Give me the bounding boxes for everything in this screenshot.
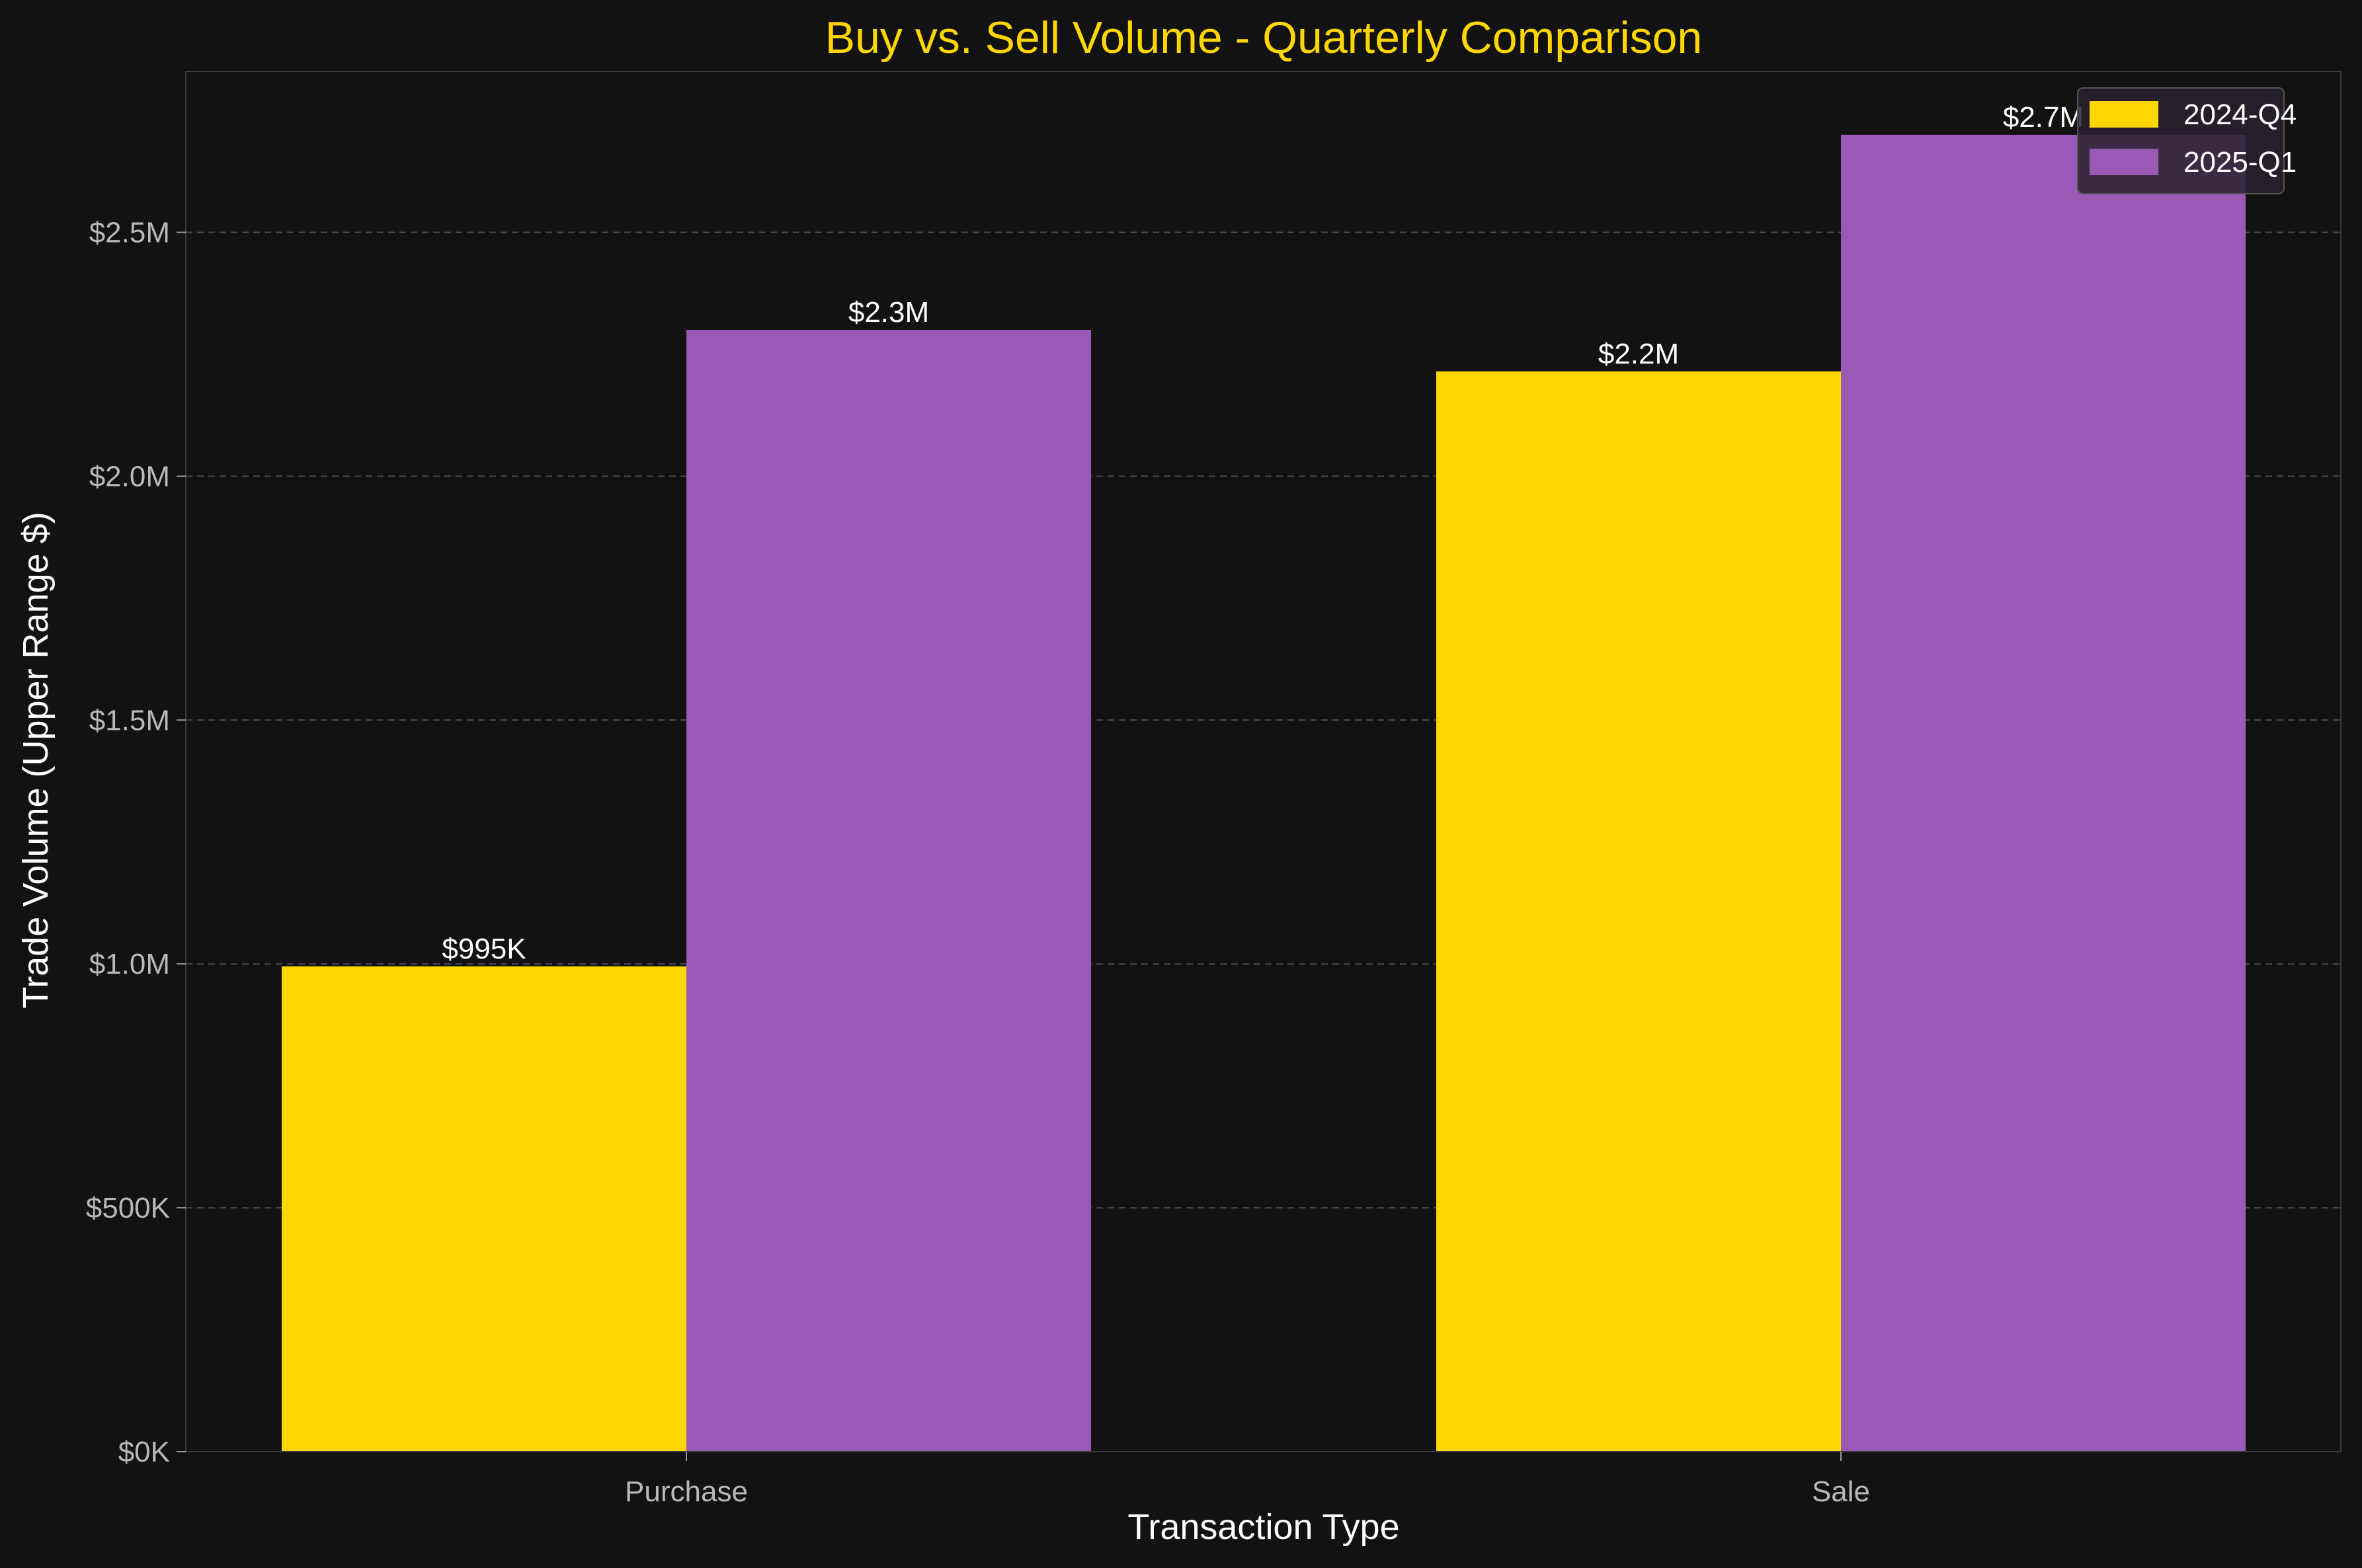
- y-tick-label: $0K: [118, 1436, 170, 1468]
- x-tick-label: Purchase: [625, 1475, 748, 1508]
- legend-label: 2024-Q4: [2183, 98, 2297, 131]
- legend-label: 2025-Q1: [2183, 146, 2297, 178]
- y-axis-label: Trade Volume (Upper Range $): [16, 512, 56, 1008]
- chart-title: Buy vs. Sell Volume - Quarterly Comparis…: [825, 13, 1703, 63]
- plot-frame: [185, 71, 2342, 1452]
- axis-ticks: $0K $500K $1.0M $1.5M $2.0M $2.5M Purchase Sale: [86, 216, 1870, 1508]
- legend-swatch: [2090, 101, 2158, 128]
- y-tick-label: $2.5M: [89, 216, 170, 249]
- bar-value-label: $995K: [442, 933, 526, 965]
- bar: [282, 966, 686, 1452]
- bar: [1436, 371, 1841, 1452]
- y-tick-label: $2.0M: [89, 460, 170, 492]
- bar-value-label: $2.3M: [848, 296, 929, 329]
- x-axis-label: Transaction Type: [1127, 1507, 1399, 1547]
- bar: [1841, 134, 2246, 1452]
- bar-value-label: $2.7M: [2003, 101, 2084, 134]
- bar: [686, 330, 1091, 1452]
- y-tick-label: $1.5M: [89, 704, 170, 736]
- bar-value-label: $2.2M: [1598, 338, 1679, 370]
- legend-swatch: [2090, 149, 2158, 175]
- data-labels: $995K $2.2M $2.3M $2.7M: [442, 101, 2084, 965]
- x-tick-label: Sale: [1812, 1475, 1870, 1508]
- y-tick-label: $500K: [86, 1192, 170, 1224]
- legend[interactable]: 2024-Q4 2025-Q1: [2077, 87, 2297, 194]
- bars: [282, 134, 2246, 1452]
- y-tick-label: $1.0M: [89, 948, 170, 980]
